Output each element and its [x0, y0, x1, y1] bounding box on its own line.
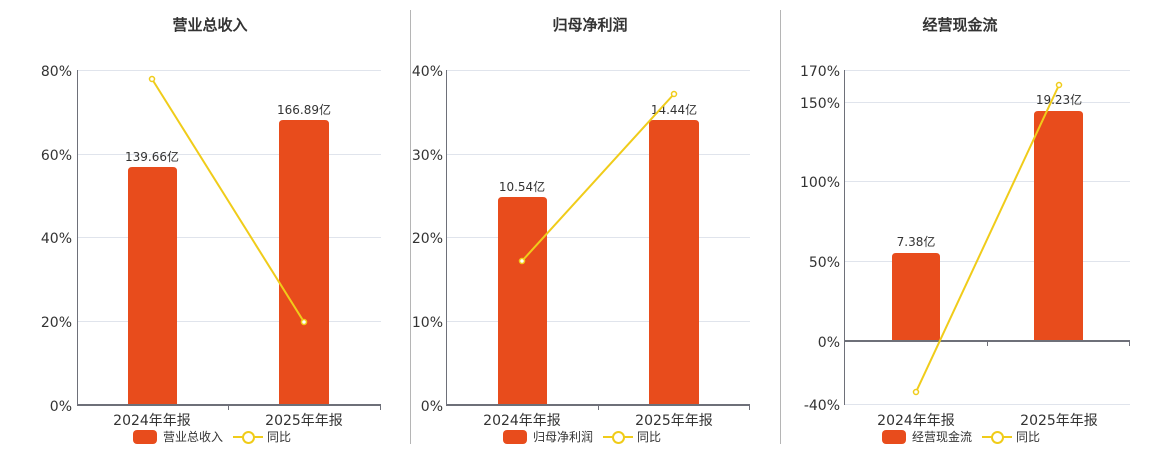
panel-separator: [780, 10, 781, 444]
legend-bar-label[interactable]: 经营现金流: [912, 430, 973, 444]
bar-2024[interactable]: [128, 167, 177, 405]
x-label: 2025年年报: [635, 413, 713, 429]
yoy-point[interactable]: [670, 90, 678, 98]
yoy-line: [521, 93, 675, 262]
y-tick: 40%: [41, 231, 72, 247]
y-tick: 50%: [809, 255, 840, 271]
y-tick: 0%: [50, 399, 72, 415]
legend-bar-swatch[interactable]: [503, 429, 527, 444]
y-tick: 10%: [412, 315, 443, 331]
yoy-line: [151, 78, 305, 323]
y-tick: -40%: [804, 398, 840, 414]
x-label: 2025年年报: [1020, 413, 1098, 429]
chart-revenue-svg: 80% 60% 40% 20% 0% 139.66亿 166.89亿 2024年…: [41, 64, 381, 429]
x-label: 2024年年报: [483, 413, 561, 429]
bar-label-2025: 19.23亿: [1036, 92, 1082, 107]
y-tick: 150%: [800, 96, 840, 112]
legend-line-icon[interactable]: [233, 430, 264, 444]
bar-label-2024: 7.38亿: [897, 234, 936, 249]
y-tick: 0%: [421, 399, 443, 415]
legend: 归母净利润 同比: [503, 428, 661, 445]
bar-label-2025: 14.44亿: [651, 102, 697, 117]
chart-panel-net-profit: 归母净利润 40% 30% 20% 10% 0% 10.54亿 14.44亿 2…: [410, 0, 780, 450]
y-tick: 40%: [412, 64, 443, 80]
bar-label-2025: 166.89亿: [277, 102, 331, 117]
yoy-point[interactable]: [912, 388, 920, 396]
bar-label-2024: 10.54亿: [499, 179, 545, 194]
legend-line-icon[interactable]: [982, 430, 1013, 444]
yoy-point[interactable]: [1055, 81, 1063, 89]
legend-bar-swatch[interactable]: [133, 429, 157, 444]
y-tick: 20%: [412, 231, 443, 247]
bar-2024[interactable]: [892, 253, 940, 341]
bar-2024[interactable]: [498, 197, 547, 405]
y-tick: 30%: [412, 148, 443, 164]
y-tick: 0%: [818, 335, 840, 351]
yoy-line: [915, 84, 1060, 393]
bar-label-2024: 139.66亿: [125, 149, 179, 164]
yoy-point[interactable]: [148, 75, 156, 83]
legend-bar-label[interactable]: 归母净利润: [533, 430, 594, 444]
chart-panel-operating-cash-flow: 经营现金流 170% 150% 100% 50% 0% -40% 7.38亿 1…: [780, 0, 1160, 450]
y-tick: 20%: [41, 315, 72, 331]
yoy-point[interactable]: [300, 318, 308, 326]
legend-bar-swatch[interactable]: [882, 429, 906, 444]
legend-bar-label[interactable]: 营业总收入: [163, 430, 224, 444]
legend-line-label[interactable]: 同比: [637, 430, 662, 444]
chart-title: 营业总收入: [172, 16, 248, 34]
chart-cash-flow-svg: 170% 150% 100% 50% 0% -40% 7.38亿 19.23亿 …: [800, 64, 1130, 429]
bar-2025[interactable]: [649, 120, 699, 405]
x-label: 2025年年报: [265, 413, 343, 429]
legend-line-label[interactable]: 同比: [1016, 430, 1041, 444]
chart-net-profit-svg: 40% 30% 20% 10% 0% 10.54亿 14.44亿 2024年年报…: [412, 64, 750, 429]
legend: 经营现金流 同比: [882, 428, 1040, 445]
bar-2025[interactable]: [1034, 111, 1083, 341]
legend: 营业总收入 同比: [133, 428, 291, 445]
chart-title: 经营现金流: [922, 16, 998, 34]
y-tick: 60%: [41, 148, 72, 164]
x-label: 2024年年报: [877, 413, 955, 429]
chart-panel-revenue: 营业总收入 80% 60% 40% 20% 0% 139.66亿 166.89亿…: [0, 0, 410, 450]
legend-line-label[interactable]: 同比: [267, 430, 292, 444]
chart-title: 归母净利润: [552, 16, 628, 34]
panel-separator: [410, 10, 411, 444]
y-tick: 100%: [800, 175, 840, 191]
bar-2025[interactable]: [279, 120, 329, 405]
y-tick: 80%: [41, 64, 72, 80]
yoy-point[interactable]: [518, 257, 526, 265]
legend-line-icon[interactable]: [603, 430, 634, 444]
y-tick: 170%: [800, 64, 840, 80]
x-label: 2024年年报: [113, 413, 191, 429]
